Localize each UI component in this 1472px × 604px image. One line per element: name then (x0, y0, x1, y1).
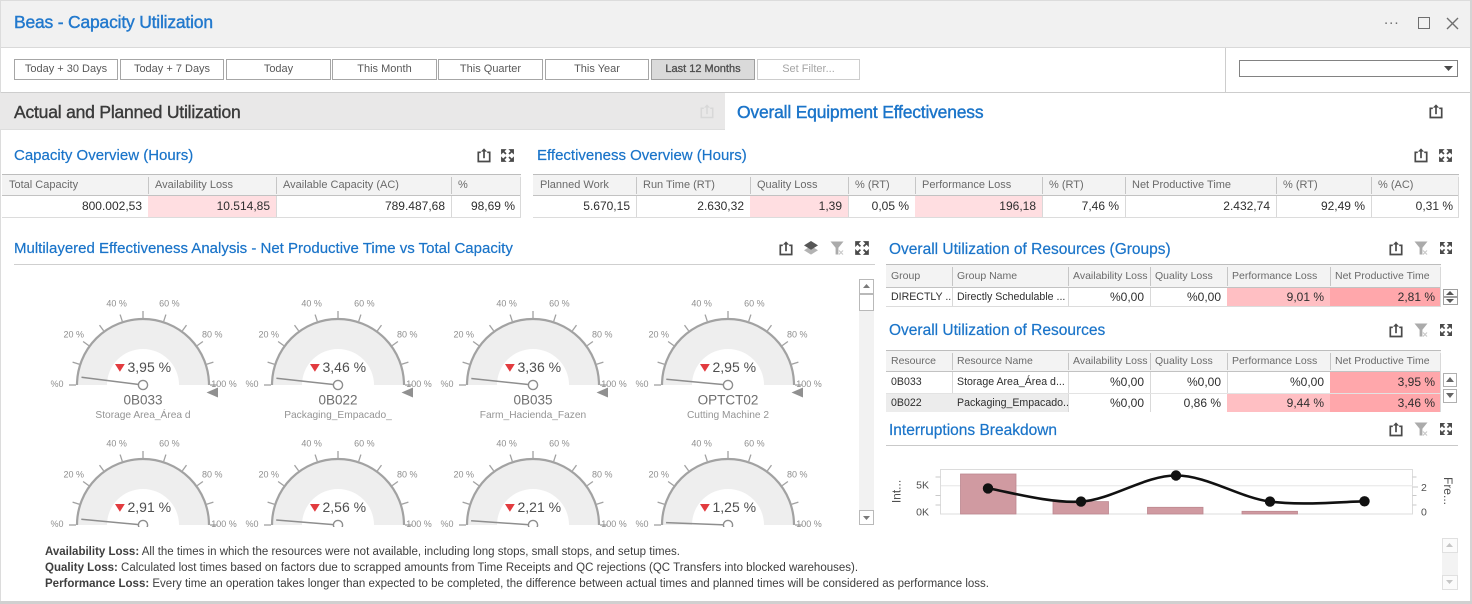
svg-text:80 %: 80 % (592, 330, 613, 340)
svg-text:2,56 %: 2,56 % (323, 499, 367, 515)
svg-text:80 %: 80 % (202, 330, 223, 340)
svg-text:20 %: 20 % (649, 470, 670, 480)
svg-text:100 %: 100 % (211, 519, 237, 527)
svg-text:3,36 %: 3,36 % (518, 359, 562, 375)
svg-text:100 %: 100 % (406, 379, 432, 389)
svg-text:Fre...: Fre... (1441, 477, 1455, 505)
svg-text:3,46 %: 3,46 % (323, 359, 367, 375)
svg-text:Int...: Int... (890, 480, 904, 503)
svg-text:40 %: 40 % (106, 439, 127, 449)
svg-text:100 %: 100 % (796, 519, 822, 527)
svg-text:40 %: 40 % (691, 439, 712, 449)
svg-text:2,91 %: 2,91 % (128, 499, 172, 515)
svg-text:0B022: 0B022 (318, 393, 357, 408)
svg-text:60 %: 60 % (354, 299, 375, 309)
svg-text:100 %: 100 % (601, 519, 627, 527)
svg-text:80 %: 80 % (787, 470, 808, 480)
svg-text:%0: %0 (635, 379, 648, 389)
svg-text:%0: %0 (50, 519, 63, 527)
svg-text:%0: %0 (50, 379, 63, 389)
svg-text:20 %: 20 % (259, 330, 280, 340)
svg-text:40 %: 40 % (106, 299, 127, 309)
svg-text:40 %: 40 % (496, 439, 517, 449)
svg-text:5K: 5K (916, 480, 929, 492)
svg-text:%0: %0 (245, 519, 258, 527)
svg-text:0B033: 0B033 (123, 393, 162, 408)
svg-text:20 %: 20 % (649, 330, 670, 340)
svg-text:Farm_Hacienda_Fazen: Farm_Hacienda_Fazen (480, 410, 586, 421)
svg-text:%0: %0 (635, 519, 648, 527)
svg-text:60 %: 60 % (159, 439, 180, 449)
svg-text:20 %: 20 % (64, 470, 85, 480)
svg-text:60 %: 60 % (159, 299, 180, 309)
svg-text:2,21 %: 2,21 % (518, 499, 562, 515)
svg-text:0: 0 (1421, 507, 1427, 519)
svg-text:0K: 0K (916, 507, 929, 519)
svg-text:1,25 %: 1,25 % (713, 499, 757, 515)
svg-text:%0: %0 (440, 519, 453, 527)
svg-text:Storage Area_Área d: Storage Area_Área d (95, 408, 190, 421)
svg-text:20 %: 20 % (259, 470, 280, 480)
svg-text:40 %: 40 % (301, 439, 322, 449)
svg-text:80 %: 80 % (202, 470, 223, 480)
svg-text:100 %: 100 % (796, 379, 822, 389)
svg-text:60 %: 60 % (549, 299, 570, 309)
svg-text:20 %: 20 % (64, 330, 85, 340)
svg-text:2,95 %: 2,95 % (713, 359, 757, 375)
svg-text:40 %: 40 % (691, 299, 712, 309)
svg-text:%0: %0 (245, 379, 258, 389)
svg-text:20 %: 20 % (454, 330, 475, 340)
svg-text:2: 2 (1421, 482, 1427, 494)
svg-text:100 %: 100 % (211, 379, 237, 389)
svg-text:100 %: 100 % (406, 519, 432, 527)
svg-text:60 %: 60 % (549, 439, 570, 449)
svg-text:Packaging_Empacado_: Packaging_Empacado_ (284, 410, 392, 421)
svg-text:0B035: 0B035 (513, 393, 552, 408)
svg-text:%0: %0 (440, 379, 453, 389)
svg-text:20 %: 20 % (454, 470, 475, 480)
svg-text:80 %: 80 % (397, 330, 418, 340)
svg-text:OPTCT02: OPTCT02 (698, 393, 759, 408)
svg-text:100 %: 100 % (601, 379, 627, 389)
svg-text:Cutting Machine 2: Cutting Machine 2 (687, 410, 769, 421)
svg-text:60 %: 60 % (744, 439, 765, 449)
svg-text:60 %: 60 % (744, 299, 765, 309)
svg-text:40 %: 40 % (301, 299, 322, 309)
svg-text:80 %: 80 % (397, 470, 418, 480)
svg-text:3,95 %: 3,95 % (128, 359, 172, 375)
svg-text:80 %: 80 % (787, 330, 808, 340)
svg-text:80 %: 80 % (592, 470, 613, 480)
svg-text:40 %: 40 % (496, 299, 517, 309)
svg-text:60 %: 60 % (354, 439, 375, 449)
